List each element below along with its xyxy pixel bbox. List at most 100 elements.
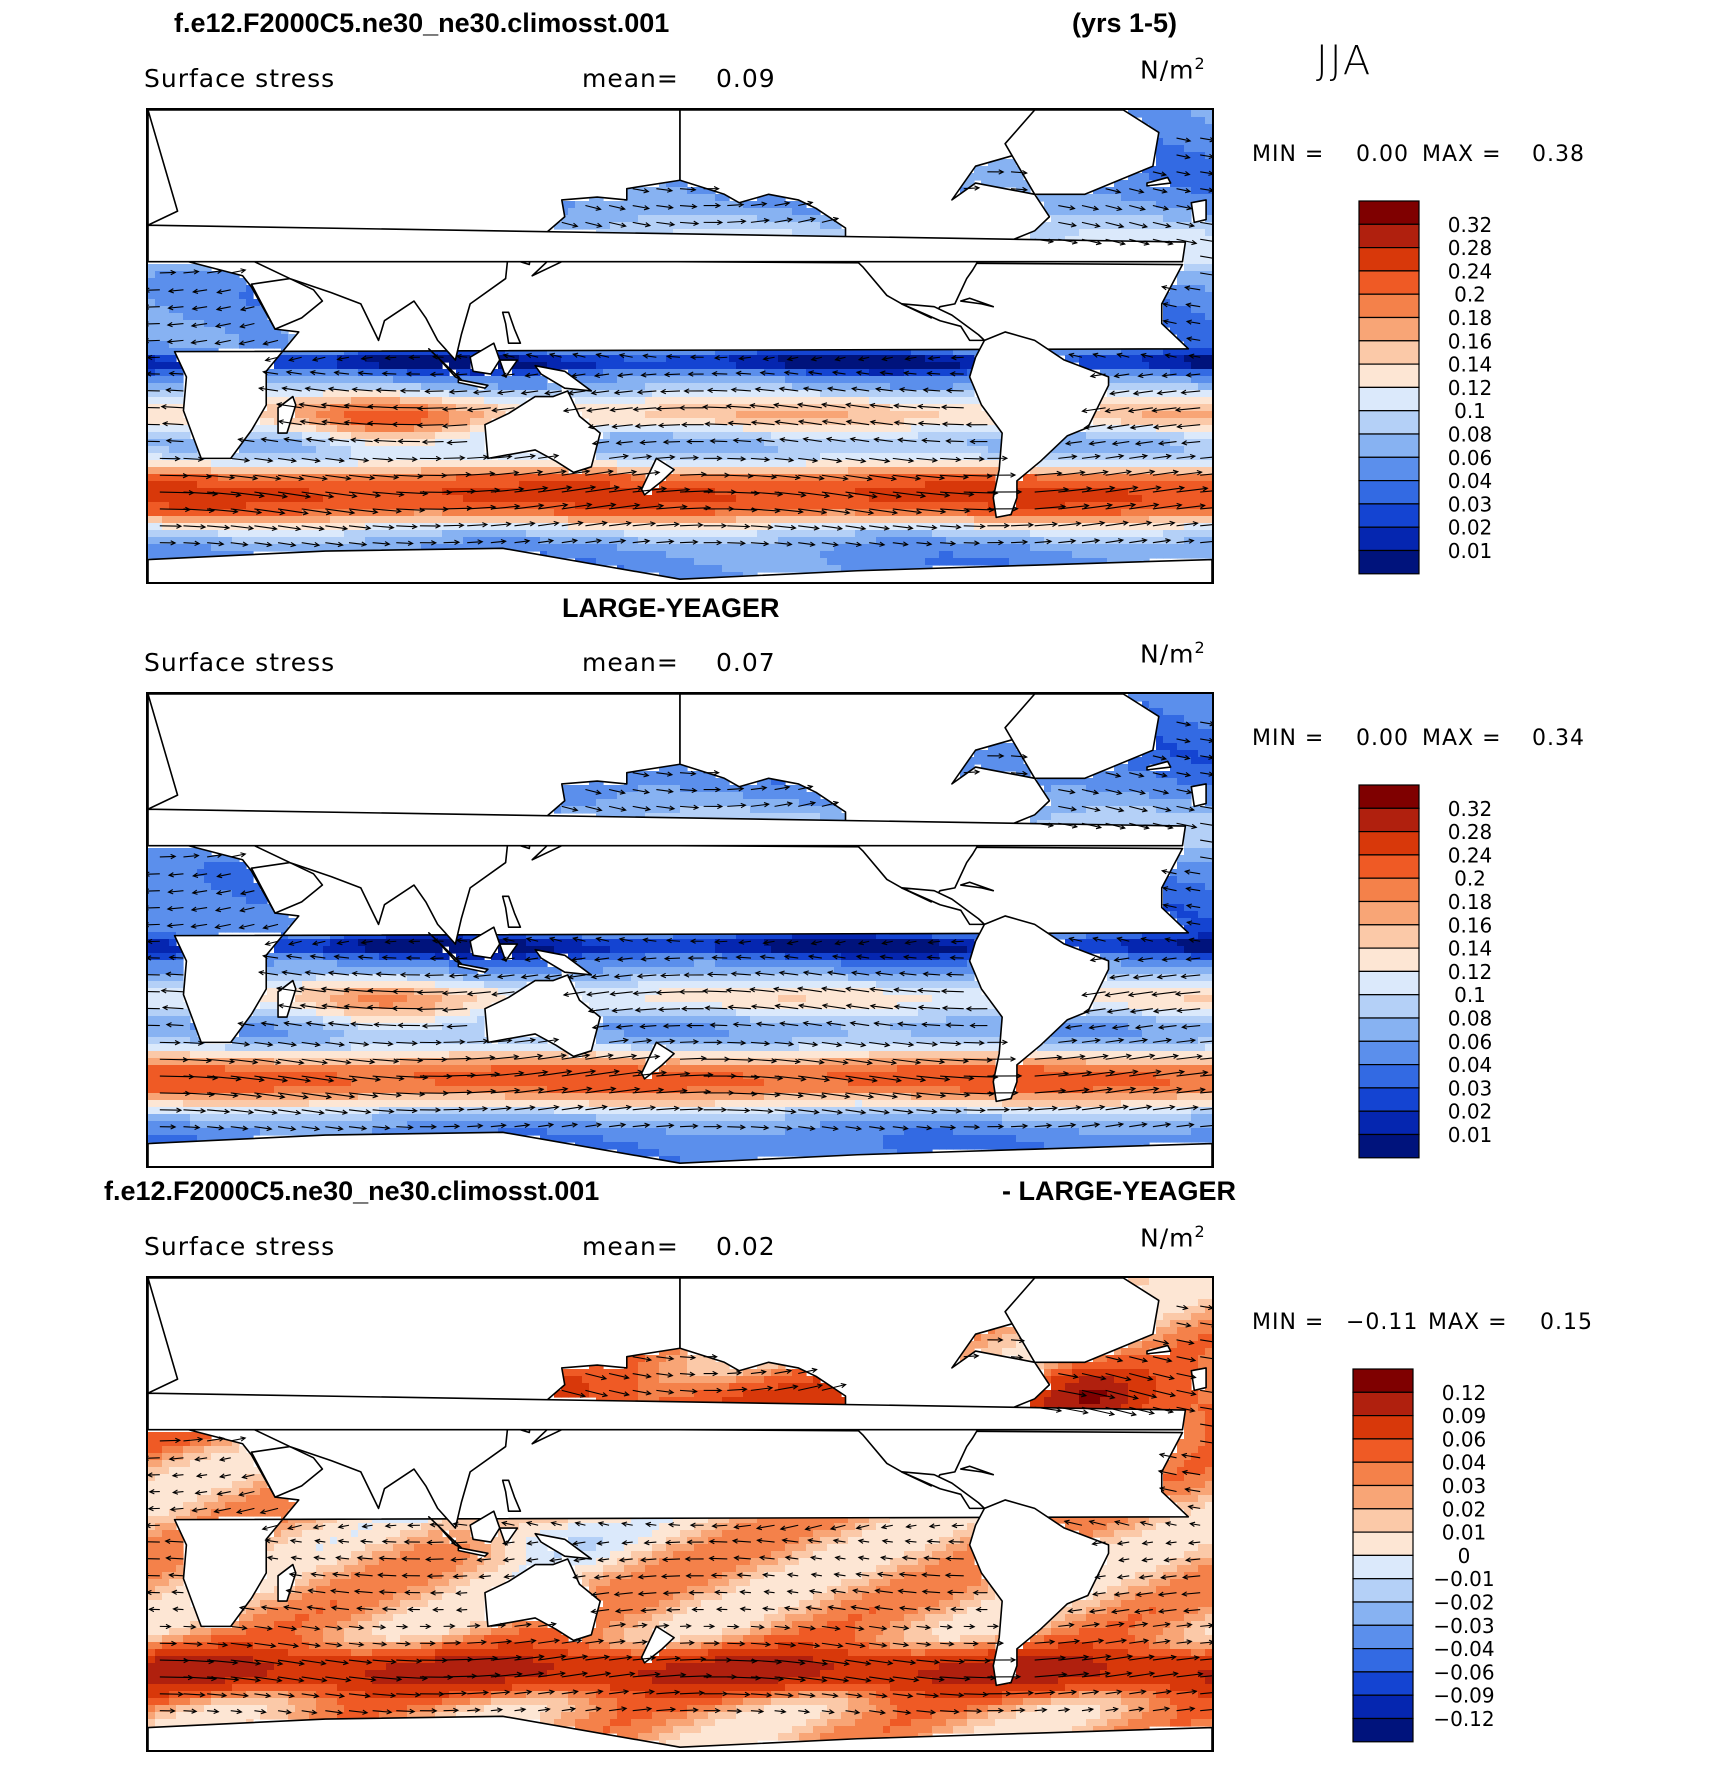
wind-stress-arrow <box>254 1041 274 1047</box>
wind-stress-arrow <box>798 541 816 547</box>
wind-stress-arrow <box>467 1639 488 1645</box>
wind-stress-arrow <box>148 287 160 293</box>
wind-stress-arrow <box>429 1522 444 1528</box>
wind-stress-arrow <box>1176 1406 1196 1413</box>
wind-stress-arrow <box>963 1057 993 1063</box>
wind-stress-arrow <box>148 407 160 409</box>
wind-stress-arrow <box>869 1625 888 1631</box>
wind-stress-arrow <box>1181 1574 1201 1580</box>
wind-stress-arrow <box>688 1590 704 1596</box>
wind-stress-arrow <box>561 1122 579 1128</box>
wind-stress-arrow <box>927 939 941 945</box>
wind-stress-arrow <box>987 753 1005 759</box>
wind-stress-arrow <box>254 1709 267 1715</box>
wind-stress-arrow <box>987 455 1009 461</box>
wind-stress-arrow <box>750 540 770 547</box>
wind-stress-arrow <box>1105 238 1126 246</box>
wind-stress-arrow <box>285 953 302 960</box>
wind-stress-arrow <box>869 1642 888 1648</box>
wind-stress-arrow <box>916 1041 939 1047</box>
wind-stress-arrow <box>1081 1037 1101 1044</box>
wind-stress-arrow <box>288 940 302 946</box>
wind-stress-arrow <box>230 852 247 858</box>
land-mass <box>498 359 519 378</box>
wind-stress-arrow <box>372 524 395 530</box>
wind-stress-arrow <box>277 1058 305 1066</box>
wind-stress-arrow <box>755 437 775 443</box>
land-mass <box>148 547 1212 582</box>
wind-stress-arrow <box>254 491 289 499</box>
land-mass <box>148 1715 1212 1750</box>
wind-stress-arrow <box>679 522 704 528</box>
wind-stress-arrow <box>923 1555 941 1561</box>
wind-stress-arrow <box>850 970 870 976</box>
wind-stress-arrow <box>750 1124 770 1131</box>
wind-stress-arrow <box>1184 1557 1201 1563</box>
wind-stress-arrow <box>608 1671 636 1678</box>
wind-stress-arrow <box>656 805 676 811</box>
wind-stress-arrow <box>207 541 225 547</box>
wind-stress-arrow <box>1152 1339 1170 1346</box>
wind-stress-arrow <box>1151 407 1177 413</box>
wind-stress-arrow <box>455 937 468 944</box>
wind-stress-arrow <box>408 354 420 361</box>
wind-stress-arrow <box>827 1604 846 1611</box>
wind-stress-arrow <box>472 389 491 395</box>
wind-stress-arrow <box>396 1040 418 1046</box>
wind-stress-arrow <box>595 936 610 942</box>
wind-stress-arrow <box>254 1075 289 1083</box>
wind-stress-arrow <box>1157 1608 1177 1614</box>
wind-stress-arrow <box>945 971 964 978</box>
wind-stress-arrow <box>372 508 402 514</box>
wind-stress-arrow <box>381 1538 397 1545</box>
wind-stress-arrow <box>159 540 177 546</box>
land-mass <box>1146 176 1172 187</box>
wind-stress-arrow <box>1129 1689 1147 1695</box>
wind-stress-arrow <box>608 1655 633 1661</box>
wind-stress-arrow <box>526 1540 539 1546</box>
wind-stress-arrow <box>419 1039 442 1046</box>
wind-stress-arrow <box>632 204 651 211</box>
wind-stress-arrow <box>591 440 610 446</box>
wind-stress-arrow <box>183 456 204 462</box>
wind-stress-arrow <box>148 1024 160 1027</box>
wind-stress-arrow <box>1133 1608 1153 1615</box>
wind-stress-arrow <box>230 541 249 547</box>
wind-stress-arrow <box>277 1003 302 1010</box>
wind-stress-arrow <box>917 987 941 994</box>
wind-stress-arrow <box>632 1087 665 1094</box>
colorbar-swatch <box>1358 830 1420 856</box>
wind-stress-arrow <box>1152 188 1168 194</box>
panel1-title-right: (yrs 1-5) <box>1072 8 1177 39</box>
panel3-mean-label: mean= <box>582 1232 679 1261</box>
wind-stress-arrow <box>514 1122 531 1128</box>
wind-stress-arrow <box>845 1041 867 1048</box>
wind-stress-arrow <box>1081 1389 1116 1400</box>
wind-stress-arrow <box>1081 1104 1106 1111</box>
land-mass <box>148 694 1187 847</box>
wind-stress-arrow <box>1081 538 1101 544</box>
wind-stress-arrow <box>1105 1372 1132 1382</box>
wind-stress-arrow <box>798 1642 821 1649</box>
wind-stress-arrow <box>353 1588 373 1595</box>
wind-stress-arrow <box>987 1107 1011 1113</box>
wind-stress-arrow <box>372 1058 400 1064</box>
wind-stress-arrow <box>562 407 586 413</box>
wind-stress-arrow <box>608 469 638 476</box>
wind-stress-arrow <box>608 221 627 228</box>
wind-stress-arrow <box>299 419 326 426</box>
wind-stress-arrow <box>810 940 822 946</box>
wind-stress-arrow <box>1200 187 1212 193</box>
wind-stress-arrow <box>727 507 758 513</box>
wind-stress-arrow <box>239 322 255 329</box>
wind-stress-arrow <box>254 1109 278 1115</box>
wind-stress-arrow <box>711 1523 728 1529</box>
wind-stress-arrow <box>679 804 700 811</box>
wind-stress-arrow <box>703 539 723 546</box>
wind-stress-arrow <box>949 955 964 961</box>
wind-stress-arrow <box>230 508 263 515</box>
wind-stress-arrow <box>164 1538 184 1544</box>
wind-stress-arrow <box>1058 204 1076 211</box>
wind-stress-arrow <box>640 1607 657 1614</box>
wind-stress-arrow <box>1138 1574 1153 1580</box>
